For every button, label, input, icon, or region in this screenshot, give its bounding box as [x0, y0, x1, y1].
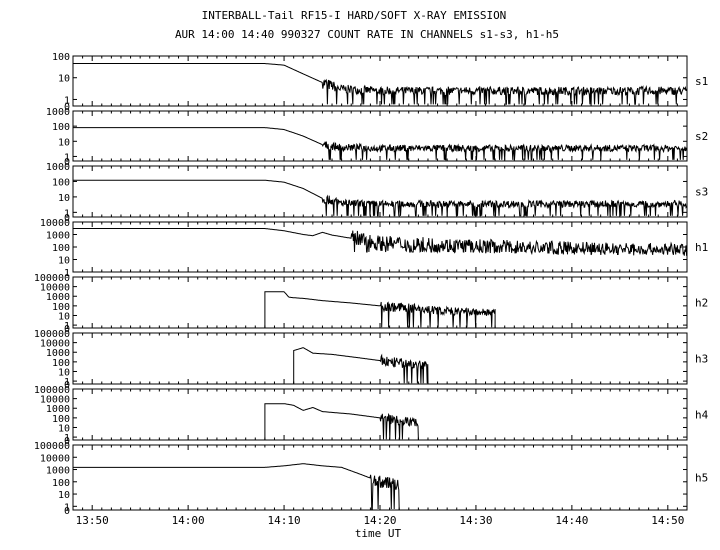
y-tick-label: 0 — [64, 213, 70, 224]
chart-subtitle: AUR 14:00 14:40 990327 COUNT RATE IN CHA… — [175, 28, 559, 41]
y-tick-label: 1 — [64, 95, 70, 106]
series-line-h1 — [73, 228, 688, 256]
panel-s3: 1000 100 10 10 s3 — [46, 162, 708, 224]
y-tick-label: 1 — [64, 377, 70, 388]
series-line-h3 — [293, 347, 429, 385]
series-line-s1 — [73, 63, 688, 105]
panel-label: s2 — [695, 130, 708, 143]
series-line-s3 — [73, 179, 688, 217]
panel-label: h5 — [695, 472, 708, 485]
x-tick-label: 14:10 — [268, 514, 301, 527]
panel-s2: 1000 100 10 10 s2 — [46, 107, 708, 168]
y-tick-label: 1000 — [46, 466, 70, 477]
y-tick-label: 10 — [58, 74, 70, 85]
x-axis-label: time UT — [355, 527, 402, 540]
x-tick-label: 13:50 — [76, 514, 109, 527]
y-tick-label: 1 — [64, 268, 70, 279]
x-tick-label: 14:20 — [363, 514, 396, 527]
series-line-s2 — [73, 127, 688, 161]
panel-label: s1 — [695, 75, 708, 88]
x-tick-label: 14:30 — [459, 514, 492, 527]
y-tick-label: 1 — [64, 152, 70, 163]
y-tick-label: 100000 — [34, 329, 70, 340]
y-tick-label: 0 — [64, 436, 70, 447]
panel-label: h3 — [695, 353, 708, 366]
y-tick-label: 100 — [52, 358, 70, 369]
y-tick-label: 0 — [64, 102, 70, 113]
series-line-h2 — [264, 291, 496, 328]
y-tick-label: 1000 — [46, 348, 70, 359]
y-tick-label: 100 — [52, 52, 70, 63]
y-tick-label: 10000 — [40, 218, 70, 229]
y-tick-label: 0 — [64, 324, 70, 335]
y-tick-label: 100 — [52, 122, 70, 133]
y-tick-label: 1 — [64, 208, 70, 219]
y-tick-label: 1000 — [46, 231, 70, 242]
y-tick-label: 100 — [52, 177, 70, 188]
panel-label: h1 — [695, 241, 708, 254]
x-tick-label: 14:40 — [555, 514, 588, 527]
series-line-h4 — [264, 403, 419, 441]
panel-frame — [72, 388, 688, 441]
panel-label: s3 — [695, 186, 708, 199]
x-tick-label: 14:00 — [172, 514, 205, 527]
y-tick-label: 10000 — [40, 453, 70, 464]
y-tick-label: 10000 — [40, 283, 70, 294]
chart-title: INTERBALL-Tail RF15-I HARD/SOFT X-RAY EM… — [202, 9, 507, 22]
y-tick-label: 0 — [64, 157, 70, 168]
y-tick-label: 1 — [64, 321, 70, 332]
y-tick-label: 1 — [64, 502, 70, 513]
y-tick-label: 1000 — [46, 107, 70, 118]
y-tick-label: 10 — [58, 490, 70, 501]
x-tick-label: 14:50 — [651, 514, 684, 527]
y-tick-label: 10000 — [40, 395, 70, 406]
panel-frame — [72, 165, 688, 218]
y-tick-label: 100000 — [34, 273, 70, 284]
y-tick-label: 10000 — [40, 339, 70, 350]
y-tick-label: 10 — [58, 193, 70, 204]
y-tick-label: 10 — [58, 137, 70, 148]
y-tick-label: 10 — [58, 367, 70, 378]
panel-frame — [72, 276, 688, 329]
y-tick-label: 100 — [52, 478, 70, 489]
y-tick-label: 0 — [64, 506, 70, 517]
y-tick-label: 1000 — [46, 404, 70, 415]
x-axis: 13:50 14:00 14:10 14:20 14:30 14:40 14:50 — [72, 56, 688, 527]
y-tick-label: 1000 — [46, 292, 70, 303]
y-tick-label: 10 — [58, 423, 70, 434]
y-tick-label: 100 — [52, 243, 70, 254]
panel-label: h4 — [695, 409, 709, 422]
y-tick-label: 100000 — [34, 385, 70, 396]
y-tick-label: 10 — [58, 311, 70, 322]
y-tick-label: 10 — [58, 256, 70, 267]
series-line-h5 — [72, 463, 400, 511]
y-tick-label: 100000 — [34, 441, 70, 452]
y-tick-label: 1000 — [46, 162, 70, 173]
y-tick-label: 1 — [64, 433, 70, 444]
y-tick-label: 0 — [64, 380, 70, 391]
panel-frame — [72, 110, 688, 162]
panels-layer: 1001010s110001001010s210001001010s310000… — [34, 52, 709, 517]
panel-frame — [72, 332, 688, 385]
y-tick-label: 100 — [52, 302, 70, 313]
panel-label: h2 — [695, 297, 708, 310]
y-tick-label: 100 — [52, 414, 70, 425]
